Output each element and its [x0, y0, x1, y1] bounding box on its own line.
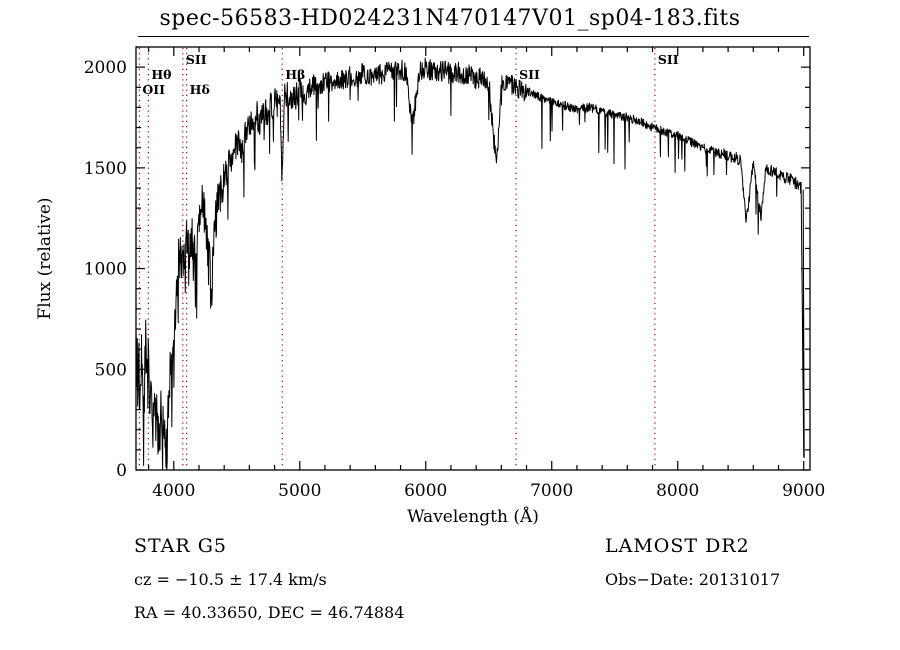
spectral-line-label: SII: [658, 52, 679, 67]
y-axis-title: Flux (relative): [35, 197, 55, 319]
y-tick-label: 1000: [84, 260, 127, 280]
spectrum-trace: [135, 57, 805, 471]
x-tick-label: 4000: [152, 481, 195, 501]
x-tick-label: 8000: [656, 481, 699, 501]
y-tick-label: 0: [116, 461, 127, 481]
y-tick-label: 1500: [84, 159, 127, 179]
plot-frame: [135, 46, 811, 471]
x-axis-title: Wavelength (Å): [407, 506, 539, 527]
x-tick-label: 7000: [530, 481, 573, 501]
spectral-line-label: SII: [186, 52, 207, 67]
y-tick-label: 500: [95, 360, 127, 380]
spectral-line-label: Hθ: [151, 67, 171, 82]
spectral-line-label: OII: [142, 82, 165, 97]
coordinates-label: RA = 40.33650, DEC = 46.74884: [134, 603, 405, 622]
title-underline: [138, 36, 809, 37]
x-tick-label: 6000: [404, 481, 447, 501]
y-tick-label: 2000: [84, 58, 127, 78]
spectral-line-label: Hδ: [190, 82, 210, 97]
redshift-label: cz = −10.5 ± 17.4 km/s: [134, 570, 327, 589]
obs-date-label: Obs−Date: 20131017: [605, 570, 781, 589]
page-title: spec-56583-HD024231N470147V01_sp04-183.f…: [159, 6, 741, 31]
spectral-line-label: SII: [519, 67, 540, 82]
object-type-label: STAR G5: [134, 535, 227, 557]
spectral-line-label: Hβ: [285, 67, 305, 82]
survey-label: LAMOST DR2: [605, 535, 750, 557]
x-tick-label: 5000: [278, 481, 321, 501]
x-tick-label: 9000: [782, 481, 825, 501]
